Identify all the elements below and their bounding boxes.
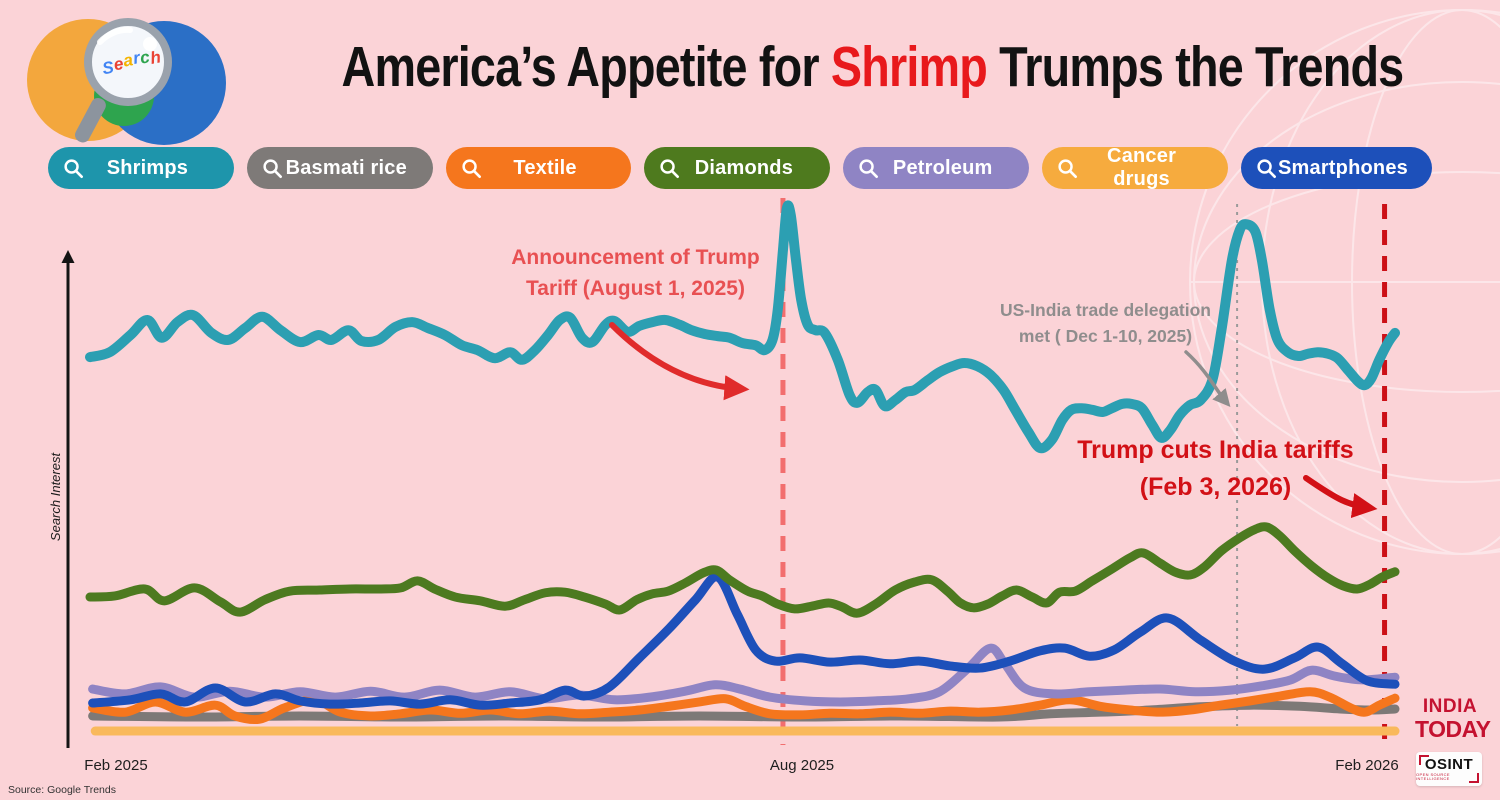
delegation-annotation-arrow: [1184, 350, 1231, 407]
x-tick-aug-2025: Aug 2025: [769, 757, 835, 774]
series-line-petroleum: [88, 643, 1400, 707]
series-line-smartphones: [88, 572, 1400, 710]
series-lines: [85, 200, 1400, 736]
osint-corner-bracket: [1469, 773, 1479, 783]
osint-tagline: OPEN SOURCE INTELLIGENCE: [1416, 772, 1450, 781]
legend-pill-label: Diamonds: [694, 156, 794, 179]
x-tick-feb-2025: Feb 2025: [84, 757, 148, 774]
svg-text:a: a: [122, 50, 135, 70]
legend-pill-label: Textile: [513, 156, 577, 179]
magnifier-icon: [1257, 158, 1276, 178]
osint-corner-bracket: [1419, 755, 1429, 765]
series-line-diamonds: [85, 522, 1400, 618]
legend-pill-label: Cancer drugs: [1107, 145, 1177, 190]
magnifier-icon: [1058, 158, 1078, 178]
india-today-line1: INDIA: [1422, 696, 1478, 717]
search-logo: S e a r c h: [6, 4, 238, 150]
annotation-tariff-cuts: Trump cuts India tariffs (Feb 3, 2026): [1058, 432, 1373, 506]
legend-pill-smartphones: Smartphones: [1240, 147, 1432, 189]
magnifier-icon: [75, 18, 172, 143]
page-title: America’s Appetite for Shrimp Trumps the…: [225, 34, 1475, 100]
osint-logo: OSINT OPEN SOURCE INTELLIGENCE: [1416, 752, 1482, 786]
osint-wordmark: OSINT: [1424, 756, 1474, 773]
legend-pill-diamonds: Diamonds: [644, 147, 831, 189]
y-axis: [61, 250, 75, 748]
series-line-shrimps: [85, 200, 1400, 454]
legend-pill-basmati-rice: Basmati rice: [246, 147, 433, 189]
annotation-line: US-India trade delegation: [1000, 300, 1211, 320]
annotation-line: met ( Dec 1-10, 2025): [1018, 326, 1193, 346]
annotation-line: Trump cuts India tariffs: [1077, 436, 1354, 464]
svg-text:c: c: [139, 47, 152, 67]
annotation-line: (Feb 3, 2026): [1139, 473, 1292, 501]
magnifier-icon: [462, 158, 481, 178]
tariff-annotation-arrow: [609, 322, 750, 401]
legend-pill-petroleum: Petroleum: [843, 147, 1030, 189]
svg-text:S: S: [101, 58, 116, 79]
india-today-line2: TODAY: [1415, 716, 1491, 742]
y-axis-label: Search Interest: [48, 452, 63, 542]
annotation-tariff-announcement: Announcement of Trump Tariff (August 1, …: [488, 242, 783, 304]
title-highlight: Shrimp: [830, 35, 988, 99]
title-post: Trumps the Trends: [986, 35, 1404, 99]
annotation-line: Tariff (August 1, 2025): [526, 277, 745, 300]
magnifier-icon: [263, 158, 282, 178]
legend-pill-label: Shrimps: [106, 156, 189, 179]
annotation-line: Announcement of Trump: [511, 246, 760, 269]
magnifier-icon: [660, 158, 680, 178]
legend-pill-textile: Textile: [445, 147, 632, 189]
india-today-logo: INDIA TODAY: [1415, 696, 1491, 742]
svg-text:r: r: [131, 48, 142, 68]
legend: Shrimps Basmati rice Textile Diamonds: [48, 145, 1432, 190]
title-pre: America’s Appetite for: [341, 35, 831, 99]
svg-text:e: e: [112, 54, 125, 74]
logo-search-text: S e a r c h: [101, 47, 163, 79]
magnifier-icon: [64, 158, 83, 178]
y-axis-arrowhead: [61, 250, 75, 263]
legend-pill-shrimps: Shrimps: [48, 147, 234, 189]
x-tick-feb-2026: Feb 2026: [1335, 757, 1399, 774]
legend-pill-label: Petroleum: [892, 156, 993, 179]
magnifier-icon: [859, 158, 879, 178]
cuts-annotation-arrow: [1303, 475, 1378, 519]
source-credit: Source: Google Trends: [8, 784, 116, 796]
annotation-trade-delegation: US-India trade delegation met ( Dec 1-10…: [958, 297, 1253, 349]
legend-pill-cancer-drugs: Cancer drugs: [1042, 145, 1228, 190]
legend-pill-label: Basmati rice: [285, 156, 407, 179]
legend-pill-label: Smartphones: [1277, 156, 1408, 179]
svg-text:h: h: [149, 47, 163, 68]
